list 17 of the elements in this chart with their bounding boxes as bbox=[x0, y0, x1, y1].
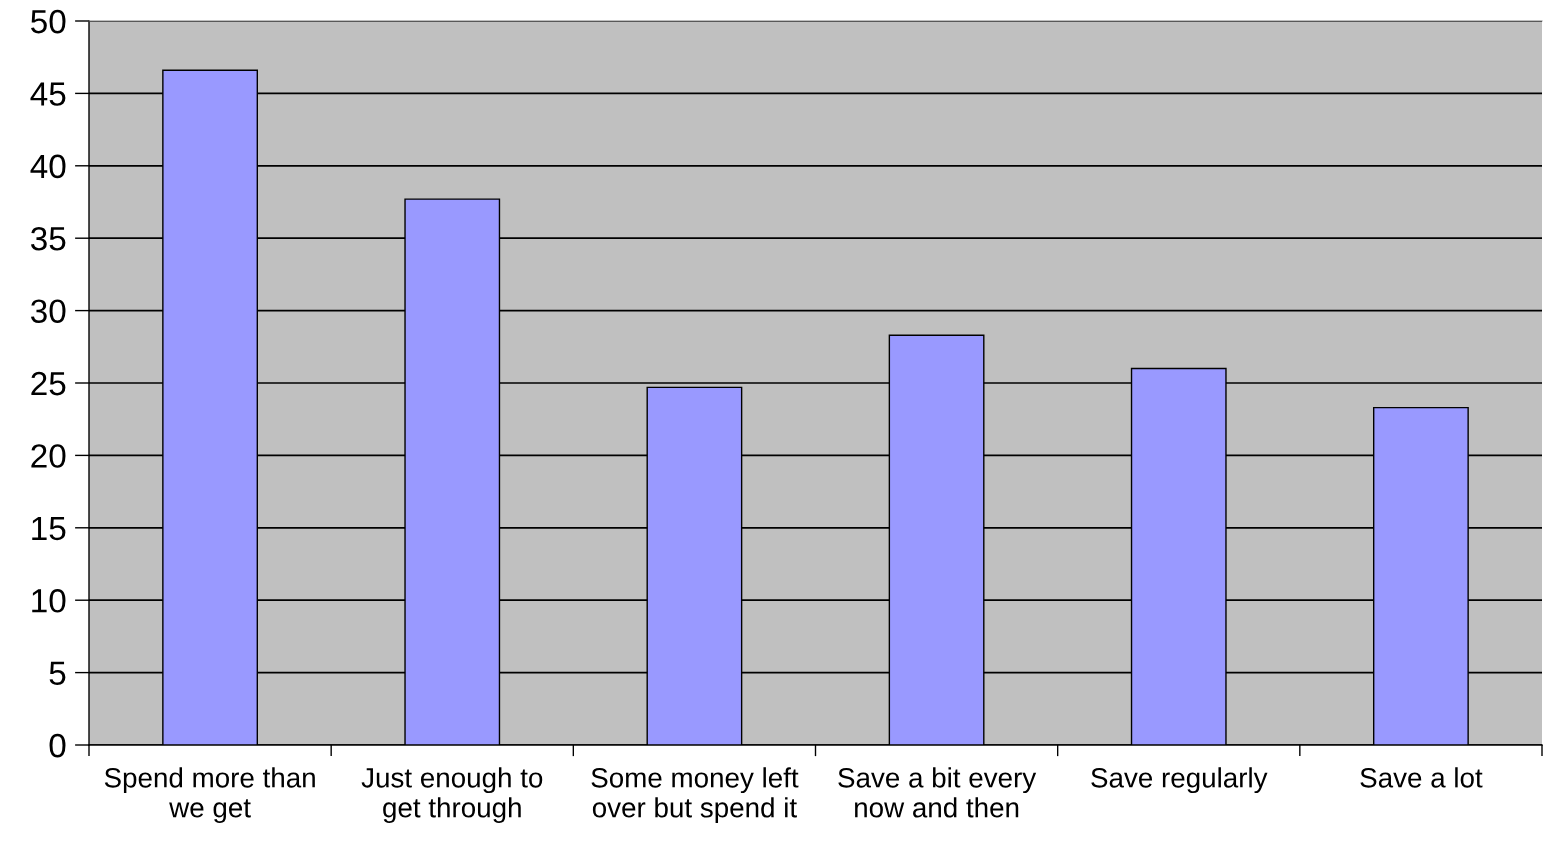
y-tick-label: 25 bbox=[31, 371, 66, 396]
x-tick-label: Some money left over but spend it bbox=[591, 767, 799, 824]
y-tick-label: 45 bbox=[30, 82, 66, 106]
y-tick-label: 5 bbox=[49, 661, 66, 686]
x-tick-label: Save a lot bbox=[1360, 767, 1483, 788]
y-tick-label: 35 bbox=[30, 227, 66, 251]
y-tick-label: 0 bbox=[49, 733, 66, 758]
y-tick-label: 40 bbox=[30, 154, 66, 179]
y-tick-label: 15 bbox=[32, 516, 66, 541]
x-tick-label: Save a bit every now and then bbox=[838, 767, 1037, 818]
y-tick-label: 30 bbox=[30, 299, 66, 324]
y-tick-label: 20 bbox=[31, 444, 66, 468]
y-tick-label: 50 bbox=[31, 9, 66, 34]
x-tick-label: Spend more than we get bbox=[104, 767, 315, 824]
x-tick-label: Save regularly bbox=[1091, 767, 1268, 794]
x-tick-label: Just enough to get through bbox=[361, 767, 543, 824]
y-tick-label: 10 bbox=[32, 589, 66, 613]
